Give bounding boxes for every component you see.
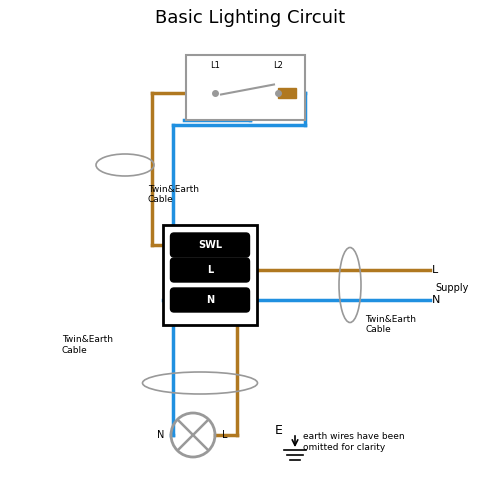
Text: N: N	[206, 295, 214, 305]
Text: Supply: Supply	[435, 283, 468, 293]
Bar	[186, 55, 305, 120]
Text: L2: L2	[273, 60, 283, 70]
Text: Basic Lighting Circuit: Basic Lighting Circuit	[155, 9, 345, 27]
Text: L: L	[222, 430, 228, 440]
Bar	[163, 225, 257, 325]
Text: N: N	[432, 295, 440, 305]
Text: E: E	[275, 424, 283, 436]
Text: L: L	[207, 265, 213, 275]
Text: Twin&Earth
Cable: Twin&Earth Cable	[62, 336, 113, 354]
Text: Twin&Earth
Cable: Twin&Earth Cable	[148, 185, 199, 204]
Text: SWL: SWL	[198, 240, 222, 250]
Text: N: N	[156, 430, 164, 440]
FancyBboxPatch shape	[170, 258, 250, 282]
Bar	[278, 88, 296, 98]
FancyBboxPatch shape	[170, 288, 250, 312]
Text: L: L	[432, 265, 438, 275]
Text: Twin&Earth
Cable: Twin&Earth Cable	[365, 315, 416, 334]
Text: L1: L1	[210, 60, 220, 70]
FancyBboxPatch shape	[170, 233, 250, 257]
Text: earth wires have been
omitted for clarity: earth wires have been omitted for clarit…	[303, 432, 404, 452]
